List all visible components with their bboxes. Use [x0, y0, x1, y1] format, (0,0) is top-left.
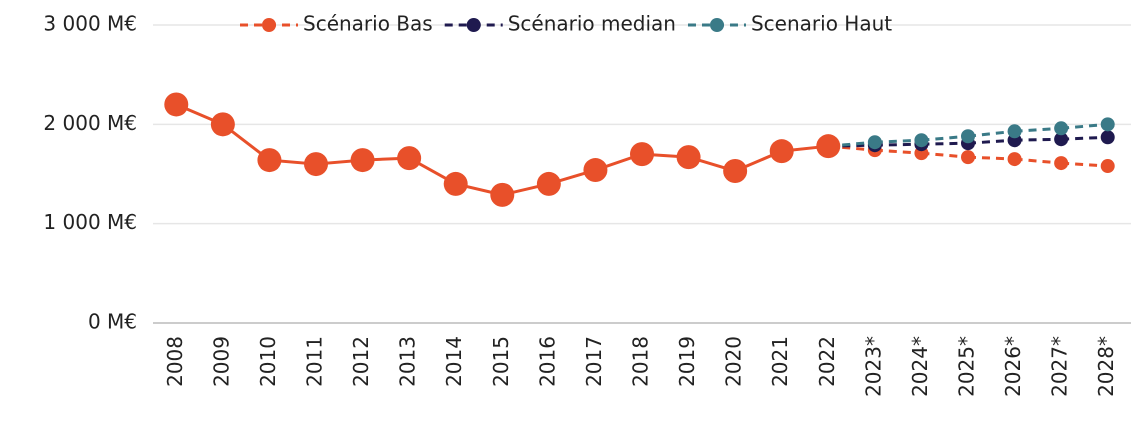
line-segment	[1014, 157, 1062, 165]
data-point	[867, 135, 882, 150]
data-point	[257, 148, 282, 173]
x-tick-label: 2016	[535, 336, 559, 387]
line-segment	[967, 129, 1015, 138]
data-point	[1054, 132, 1069, 147]
x-tick-label: 2020	[722, 336, 746, 387]
legend-label: Scenario Haut	[751, 12, 892, 36]
x-tick-label: 2014	[442, 336, 466, 387]
data-point	[630, 142, 654, 167]
x-tick-label: 2012	[349, 336, 373, 387]
x-tick-label: 2011	[303, 336, 327, 387]
legend-label: Scénario median	[508, 12, 676, 36]
data-point	[1007, 124, 1022, 139]
x-tick-label: 2017	[582, 336, 606, 387]
y-tick-label: 1 000 M€	[43, 210, 137, 234]
line-segment	[921, 134, 969, 142]
legend-marker	[709, 18, 724, 32]
x-tick-label: 2025*	[955, 336, 979, 397]
data-point	[443, 171, 468, 196]
x-tick-label: 2022	[815, 336, 839, 387]
line-segment	[874, 142, 922, 147]
data-point	[397, 146, 422, 171]
data-point	[1007, 152, 1022, 167]
legend-marker	[262, 18, 276, 32]
x-tick-label: 2010	[256, 336, 280, 387]
x-tick-label: 2021	[768, 336, 792, 387]
data-point	[961, 129, 975, 144]
x-tick-label: 2019	[675, 336, 699, 387]
x-tick-label: 2027*	[1048, 336, 1072, 397]
data-point	[1100, 130, 1115, 145]
data-point	[1100, 117, 1115, 132]
data-point	[1054, 156, 1069, 171]
data-point	[816, 134, 841, 159]
data-point	[1100, 159, 1115, 174]
line-segment	[874, 148, 922, 155]
data-point	[676, 145, 701, 170]
line-segment	[1061, 122, 1108, 130]
y-tick-label: 3 000 M€	[43, 12, 137, 36]
line-segment	[874, 138, 922, 144]
x-tick-label: 2028*	[1094, 336, 1118, 397]
data-point	[583, 158, 608, 183]
line-segment	[1061, 135, 1108, 141]
line-segment	[1061, 161, 1108, 168]
x-tick-label: 2015	[489, 336, 513, 387]
data-point	[164, 92, 189, 117]
line-segment	[1014, 137, 1062, 142]
data-point	[914, 133, 929, 148]
data-point	[536, 171, 561, 196]
data-point	[723, 159, 748, 184]
data-point	[304, 152, 328, 177]
x-tick-label: 2026*	[1001, 336, 1025, 397]
x-tick-label: 2018	[629, 336, 653, 387]
x-tick-label: 2023*	[861, 336, 885, 397]
y-tick-label: 2 000 M€	[43, 111, 137, 135]
data-point	[769, 139, 794, 164]
data-point	[961, 150, 975, 165]
line-segment	[1014, 126, 1062, 133]
x-tick-label: 2024*	[908, 336, 932, 397]
legend-marker	[466, 18, 481, 32]
line-segment	[967, 155, 1015, 161]
y-tick-label: 0 M€	[88, 310, 137, 334]
data-point	[210, 112, 235, 137]
data-point	[490, 182, 515, 207]
data-point	[1054, 121, 1069, 136]
legend-label: Scénario Bas	[303, 12, 433, 36]
line-segment	[967, 138, 1015, 145]
x-tick-label: 2013	[396, 336, 420, 387]
x-tick-label: 2009	[209, 336, 233, 387]
data-point	[350, 148, 375, 173]
x-tick-label: 2008	[163, 336, 187, 387]
line-segment	[921, 141, 969, 146]
line-segment	[921, 151, 969, 159]
